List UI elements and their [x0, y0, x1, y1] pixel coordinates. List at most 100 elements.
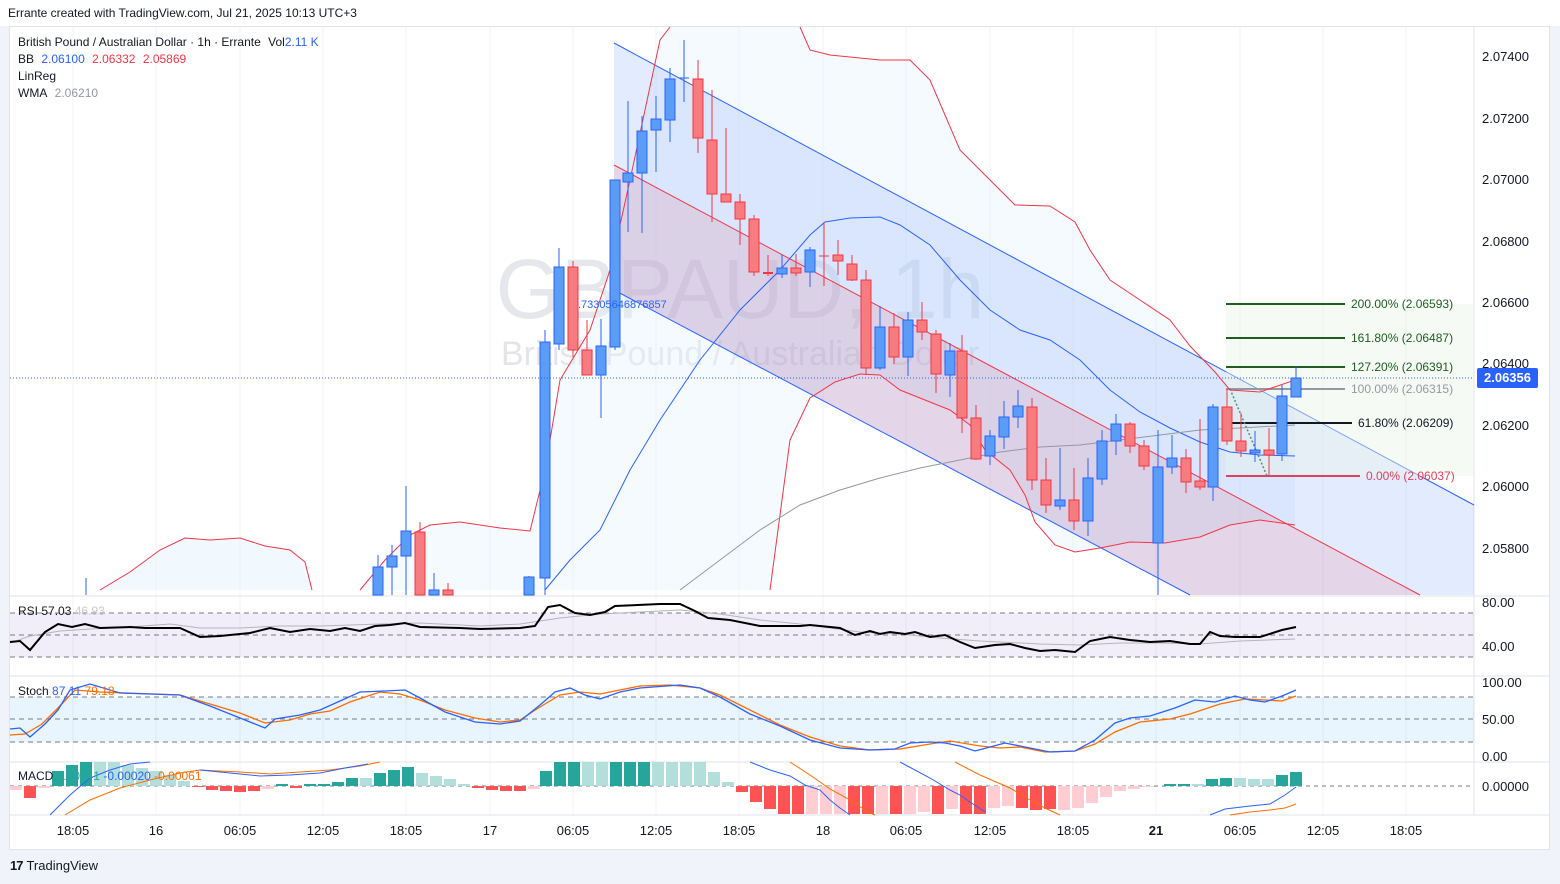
legend-symbol[interactable]: British Pound / Australian Dollar · 1h ·…: [18, 35, 323, 49]
bb-upper-right: [799, 26, 1296, 393]
tradingview-brand: TradingView: [26, 858, 99, 873]
time-tick-day: 21: [1148, 823, 1164, 838]
time-tick: 12:05: [306, 823, 340, 838]
volume-value: 2.11 K: [284, 35, 319, 49]
macd-histogram: [10, 762, 1302, 814]
price-tick: 2.07200: [1482, 111, 1529, 126]
stoch-label: Stoch: [18, 684, 49, 698]
stoch-k-line: [9, 683, 1297, 753]
time-tick: 06:05: [223, 823, 257, 838]
legend-bb[interactable]: BB 2.06100 2.06332 2.05869: [18, 52, 190, 66]
time-tick: 17: [482, 823, 498, 838]
price-tick: 2.06800: [1482, 234, 1529, 249]
macd-tick-0: 0.00000: [1482, 779, 1529, 794]
grid-lines: [72, 27, 1407, 815]
macd-hist-value: 0.00041: [56, 769, 101, 783]
pane-separators: [10, 27, 1550, 816]
price-tick: 2.05800: [1482, 541, 1529, 556]
rsi-tick-80: 80.00: [1482, 595, 1515, 610]
fib-level-127[interactable]: 127.20% (2.06391): [1351, 360, 1454, 374]
legend-linreg[interactable]: LinReg: [18, 69, 60, 83]
fib-level-200[interactable]: 200.00% (2.06593): [1351, 297, 1454, 311]
stoch-tick-50: 50.00: [1482, 712, 1515, 727]
attribution-text: Errante created with TradingView.com, Ju…: [8, 6, 357, 20]
candlesticks[interactable]: [85, 40, 1302, 596]
bb-upper-value: 2.06332: [92, 52, 136, 66]
macd-legend[interactable]: MACD 0.00041 -0.00020 -0.00061: [18, 769, 202, 783]
macd-line-down: [749, 761, 851, 816]
rsi-levels: [10, 612, 1474, 658]
price-tick: 2.06000: [1482, 479, 1529, 494]
price-tick: 2.07000: [1482, 172, 1529, 187]
time-tick: 18:05: [1389, 823, 1423, 838]
rsi-ma-value: 46.93: [74, 604, 105, 618]
symbol-description: British Pound / Australian Dollar · 1h ·…: [18, 35, 261, 49]
time-tick: 18: [815, 823, 831, 838]
current-price-tag: 2.06356: [1477, 368, 1538, 388]
bb-upper-left: [99, 537, 313, 591]
price-tick: 2.07400: [1482, 49, 1529, 64]
legend-wma[interactable]: WMA 2.06210: [18, 86, 102, 100]
attribution-bar: Errante created with TradingView.com, Ju…: [0, 0, 1560, 26]
bb-basis-value: 2.06100: [41, 52, 85, 66]
linreg-label: LinReg: [18, 69, 57, 83]
stoch-tick-0: 0.00: [1482, 749, 1508, 764]
tradingview-logo-icon: 17: [10, 858, 24, 873]
signal-line: [1229, 803, 1297, 816]
volume-label: Vol: [268, 35, 285, 49]
time-tick: 06:05: [889, 823, 923, 838]
stoch-k-value: 87.11: [52, 684, 82, 698]
linreg-upper-line: [613, 42, 1475, 506]
wma-label: WMA: [18, 86, 48, 100]
bb-label: BB: [18, 52, 35, 66]
time-tick: 06:05: [1223, 823, 1257, 838]
rsi-label: RSI: [18, 604, 39, 618]
fib-level-161[interactable]: 161.80% (2.06487): [1351, 331, 1454, 345]
tradingview-branding[interactable]: 17 TradingView: [10, 858, 98, 873]
bb-basis: [544, 216, 1296, 591]
macd-value: -0.00020: [103, 769, 151, 783]
chart-frame[interactable]: [9, 26, 1550, 850]
macd-line: [1209, 786, 1297, 816]
wma-value: 2.06210: [54, 86, 99, 100]
fib-lines: [1226, 303, 1360, 477]
bb-lower: [769, 373, 1296, 591]
bollinger-fill: [360, 27, 1295, 590]
fib-level-61[interactable]: 61.80% (2.06209): [1358, 416, 1454, 430]
macd-signal-value: -0.00061: [154, 769, 202, 783]
time-tick: 18:05: [1056, 823, 1090, 838]
price-tick: 2.06400: [1482, 356, 1529, 371]
rsi-line: [9, 603, 1297, 654]
stoch-legend[interactable]: Stoch 87.11 79.18: [18, 684, 115, 698]
signal-line-left: [64, 761, 381, 816]
signal-line-down: [789, 761, 876, 816]
stoch-tick-100: 100.00: [1482, 675, 1522, 690]
stoch-d-value: 79.18: [84, 684, 115, 698]
macd-line-left: [49, 761, 151, 816]
bb-upper: [359, 26, 671, 591]
rsi-ma-line: [9, 609, 1296, 646]
macd-label: MACD: [18, 769, 54, 783]
rsi-value: 57.03: [41, 604, 72, 618]
macd-line-down2: [899, 761, 986, 813]
linreg-lower-line: [613, 289, 1191, 596]
time-tick: 18:05: [722, 823, 756, 838]
time-tick: 18:05: [56, 823, 90, 838]
signal-line-down2: [954, 761, 1061, 816]
rsi-legend[interactable]: RSI 57.03 46.93: [18, 604, 105, 618]
time-tick: 16: [148, 823, 164, 838]
time-tick: 12:05: [1306, 823, 1340, 838]
time-tick: 12:05: [973, 823, 1007, 838]
fib-level-0[interactable]: 0.00% (2.06037): [1366, 469, 1455, 483]
fib-level-100[interactable]: 100.00% (2.06315): [1351, 382, 1454, 396]
time-tick: 18:05: [389, 823, 423, 838]
macd-line-mid: [199, 763, 369, 777]
stoch-d-line: [9, 684, 1297, 753]
overlay-value-text: .73305646876857: [578, 299, 667, 311]
time-tick: 06:05: [556, 823, 590, 838]
rsi-tick-40: 40.00: [1482, 639, 1515, 654]
price-tick: 2.06600: [1482, 295, 1529, 310]
time-tick: 12:05: [639, 823, 673, 838]
bb-lower-value: 2.05869: [142, 52, 187, 66]
